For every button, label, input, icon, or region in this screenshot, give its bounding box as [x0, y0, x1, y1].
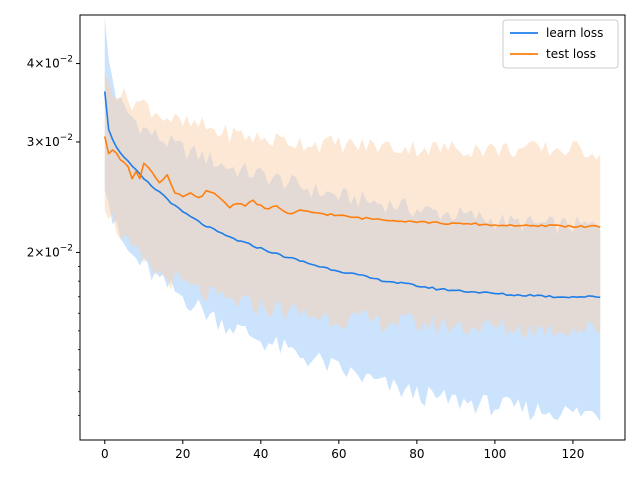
legend: learn loss test loss: [502, 19, 619, 69]
legend-label: test loss: [546, 47, 596, 61]
x-tick-label: 40: [253, 447, 268, 461]
y-axis: 2×10−2 3×10−2 4×10−2: [27, 55, 80, 416]
band-test-loss: [104, 71, 601, 339]
y-tick-label: 3×10−2: [27, 133, 73, 149]
x-tick-label: 0: [101, 447, 109, 461]
line-test-loss: [103, 136, 601, 229]
legend-box: [502, 19, 619, 69]
x-tick-label: 60: [331, 447, 346, 461]
x-tick-label: 100: [483, 447, 506, 461]
confidence-bands: [104, 17, 601, 422]
line-learn-loss: [103, 91, 601, 299]
legend-label: learn loss: [546, 26, 603, 40]
x-tick-label: 80: [409, 447, 424, 461]
x-tick-label: 120: [561, 447, 584, 461]
series-lines: [103, 91, 601, 299]
x-tick-label: 20: [175, 447, 190, 461]
y-tick-label: 2×10−2: [27, 243, 73, 259]
y-tick-label: 4×10−2: [27, 55, 73, 71]
plot-frame: [79, 14, 626, 441]
x-axis: 0 20 40 60 80 100 120: [101, 440, 584, 461]
